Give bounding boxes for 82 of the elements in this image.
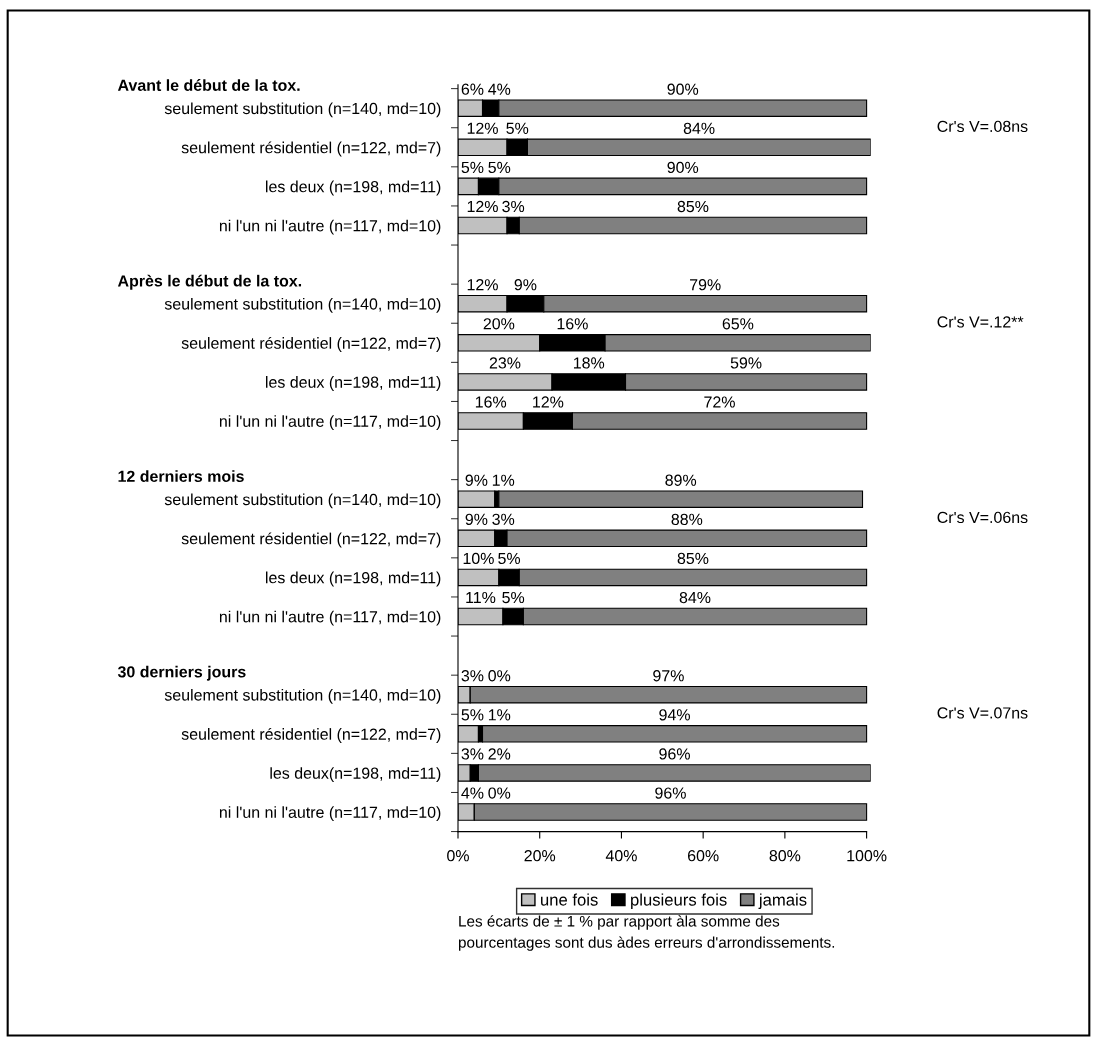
data-label: 9% [514, 279, 537, 291]
data-label: 88% [671, 513, 703, 525]
data-label: 96% [659, 748, 690, 760]
x-tick-label: 20% [524, 850, 556, 862]
y-tick-label: seulement substitution (n=140, md=10) [164, 297, 441, 313]
data-label: 5% [502, 591, 525, 604]
data-label: 12% [467, 200, 498, 213]
data-label: 23% [489, 357, 521, 369]
y-tick-label: les deux (n=198, md=11) [266, 180, 441, 196]
data-label: 3% [461, 670, 484, 682]
y-tick-label: ni l'un ni l'autre (n=117, md=10) [219, 415, 441, 431]
data-label: 84% [683, 122, 715, 134]
data-label: 10% [463, 552, 494, 565]
data-label: 12% [467, 122, 498, 134]
data-label: 11% [466, 591, 496, 604]
data-label: 1% [492, 474, 515, 486]
y-tick-label: les deux (n=198, md=11) [266, 571, 441, 587]
data-label: 5% [498, 552, 521, 565]
data-label: 9% [465, 513, 488, 525]
x-tick-label: 60% [687, 850, 719, 862]
y-tick-label: seulement substitution (n=140, md=10) [164, 688, 441, 704]
data-label: 5% [488, 161, 511, 174]
text: Après le début de la tox. [117, 274, 302, 290]
data-label: 84% [679, 591, 711, 604]
text: Avant le début de la tox. [117, 79, 300, 91]
text: Cr's V=.07ns [937, 707, 1028, 719]
data-label: 97% [653, 670, 684, 682]
y-tick-label: seulement résidentiel (n=122, md=7) [181, 727, 441, 743]
text: 12 derniers mois [118, 470, 244, 482]
data-label: 90% [667, 161, 699, 174]
y-tick-label: seulement résidentiel (n=122, md=7) [181, 336, 441, 352]
y-tick-label: seulement substitution (n=140, md=10) [164, 493, 441, 509]
data-label: 3% [492, 513, 515, 525]
data-label: 65% [722, 318, 754, 330]
y-tick-label: ni l'un ni l'autre (n=117, md=10) [219, 610, 441, 626]
x-tick-label: 100% [847, 850, 887, 862]
data-label: 6% [461, 83, 484, 95]
y-tick-label: les deux(n=198, md=11) [270, 767, 441, 783]
data-label: 96% [655, 787, 686, 799]
data-label: 0% [488, 670, 511, 682]
legend-label: plusieurs fois [631, 893, 727, 909]
text: 30 derniers jours [117, 665, 246, 681]
data-label: 9% [465, 474, 488, 486]
legend-label: jamais [758, 893, 807, 909]
x-tick-label: 0% [447, 850, 469, 862]
data-label: 20% [483, 318, 515, 330]
data-label: 0% [488, 787, 511, 799]
text: Les écarts de ± 1 % par rapport àla somme des pourcentages sont dus àdes erreurs d'arrondissements. [458, 915, 835, 951]
data-label: 89% [665, 474, 697, 486]
x-tick-label: 40% [605, 850, 637, 862]
data-label: 2% [488, 748, 511, 760]
data-label: 1% [488, 709, 511, 721]
legend-label: une fois [541, 893, 598, 906]
data-label: 12% [467, 279, 498, 291]
data-label: 5% [461, 161, 484, 174]
data-label: 85% [677, 552, 709, 565]
data-label: 16% [475, 396, 507, 408]
y-tick-label: seulement résidentiel (n=122, md=7) [181, 141, 441, 157]
y-tick-label: seulement résidentiel (n=122, md=7) [181, 532, 441, 548]
x-tick-label: 80% [769, 850, 801, 862]
text: Cr's V=.12** [937, 316, 1024, 328]
data-label: 4% [461, 787, 484, 799]
y-tick-label: seulement substitution (n=140, md=10) [164, 102, 441, 118]
data-label: 85% [677, 200, 709, 213]
data-label: 16% [557, 318, 588, 330]
data-label: 3% [502, 200, 525, 213]
data-label: 90% [667, 83, 699, 95]
data-label: 59% [730, 357, 762, 369]
data-label: 5% [461, 709, 484, 721]
data-label: 18% [573, 357, 605, 369]
text: Cr's V=.08ns [937, 120, 1028, 133]
data-label: 4% [488, 83, 511, 95]
data-label: 94% [659, 709, 690, 721]
data-label: 12% [533, 396, 564, 408]
data-label: 79% [690, 279, 721, 291]
data-label: 5% [506, 122, 529, 134]
text: Cr's V=.06ns [937, 511, 1028, 524]
data-label: 72% [704, 396, 735, 408]
y-tick-label: les deux (n=198, md=11) [266, 376, 441, 391]
data-label: 3% [461, 748, 484, 760]
y-tick-label: ni l'un ni l'autre (n=117, md=10) [219, 219, 441, 235]
y-tick-label: ni l'un ni l'autre (n=117, md=10) [219, 806, 441, 822]
